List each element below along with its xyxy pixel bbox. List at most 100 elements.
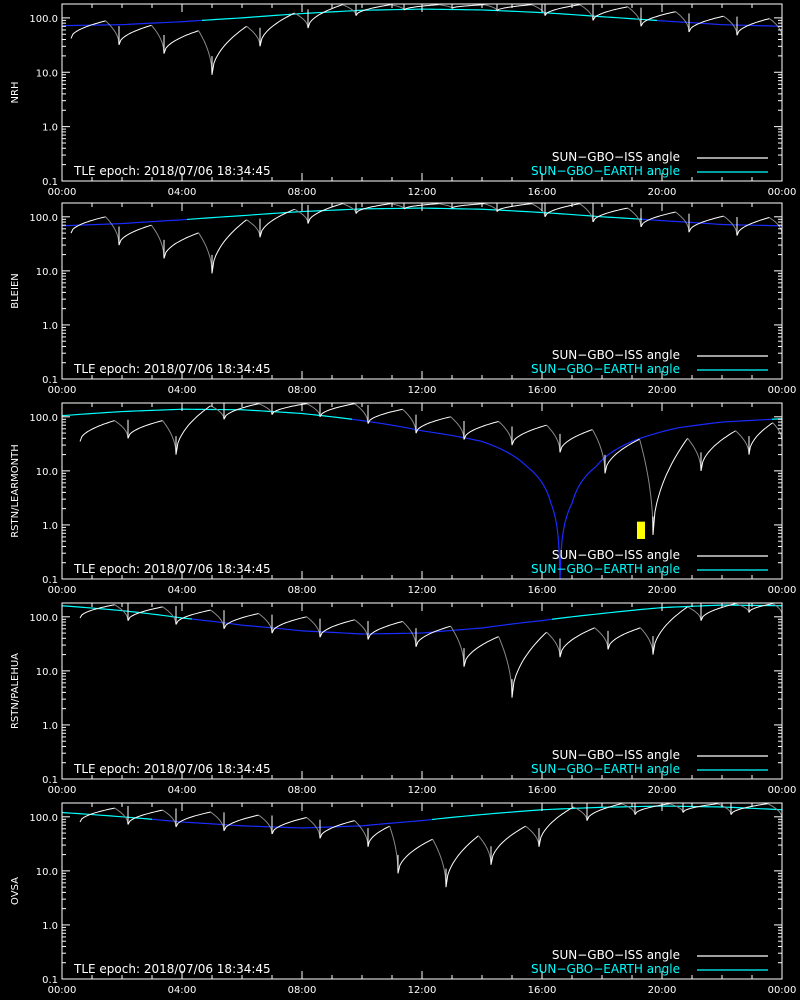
earth-angle-segment (206, 620, 213, 622)
iss-angle-rise (463, 421, 499, 440)
earth-angle-segment (371, 421, 378, 424)
earth-angle-segment (156, 614, 163, 616)
legend-label: SUN−GBO−ISS angle (552, 548, 680, 562)
earth-angle-segment (571, 615, 578, 618)
iss-angle-rise (259, 208, 295, 238)
earth-angle-segment (581, 478, 585, 482)
earth-angle-segment (421, 819, 428, 822)
iss-angle-rise (271, 403, 307, 415)
earth-angle-segment (500, 448, 505, 452)
iss-angle-fall (498, 421, 513, 446)
iss-angle-series (79, 803, 782, 888)
iss-angle-fall (621, 803, 636, 815)
earth-angle-segment (528, 467, 532, 471)
earth-angle-segment (695, 424, 700, 426)
iss-angle-series (70, 203, 782, 274)
earth-angle-segment (576, 615, 583, 617)
iss-angle-rise (652, 606, 688, 655)
earth-angle-segment (481, 440, 486, 444)
iss-angle-fall (114, 807, 129, 825)
iss-angle-fall (151, 224, 165, 259)
yellow-marker (637, 521, 645, 539)
earth-angle-segment (356, 419, 363, 422)
iss-angle-rise (127, 606, 163, 621)
earth-angle-segment (476, 439, 483, 443)
earth-angle-series (62, 604, 782, 635)
iss-angle-series (79, 603, 782, 698)
iss-angle-rise (79, 604, 115, 619)
iss-angle-rise (223, 403, 259, 420)
iss-angle-rise (319, 619, 355, 638)
earth-angle-segment (557, 533, 560, 542)
iss-angle-rise (79, 807, 115, 823)
plot-data (62, 4, 782, 75)
legend-label: SUN−GBO−ISS angle (552, 748, 680, 762)
earth-angle-segment (561, 616, 568, 619)
iss-angle-rise (511, 424, 547, 446)
iss-angle-rise (367, 408, 403, 424)
y-tick-label: 10.0 (36, 867, 58, 878)
iss-angle-fall (675, 11, 690, 33)
iss-angle-rise (592, 207, 628, 223)
earth-angle-segment (216, 621, 223, 624)
earth-angle-segment (441, 817, 448, 820)
earth-angle-segment (296, 629, 303, 632)
earth-angle-segment (643, 435, 648, 438)
iss-angle-rise (127, 809, 163, 825)
epoch-text: TLE epoch: 2018/07/06 18:34:45 (73, 762, 271, 776)
legend-label: SUN−GBO−EARTH angle (531, 762, 680, 776)
earth-angle-segment (684, 425, 689, 428)
x-tick-label: 12:00 (408, 187, 437, 198)
earth-angle-segment (568, 507, 571, 511)
iss-angle-rise (403, 4, 439, 11)
earth-angle-segment (566, 512, 569, 516)
iss-angle-rise (736, 217, 770, 236)
x-tick-label: 04:00 (168, 187, 197, 198)
earth-angle-segment (486, 626, 493, 628)
earth-angle-segment (504, 450, 509, 454)
iss-angle-rise (259, 12, 295, 47)
earth-angle-segment (542, 483, 546, 489)
iss-angle-rise (223, 613, 259, 630)
legend-label: SUN−GBO−EARTH angle (531, 962, 680, 976)
earth-angle-segment (526, 466, 530, 469)
iss-angle-rise (118, 224, 152, 246)
iss-angle-rise (736, 18, 770, 36)
x-tick-label: 12:00 (408, 985, 437, 996)
iss-angle-fall (675, 211, 690, 233)
iss-angle-rise (175, 811, 211, 828)
iss-angle-fall (627, 207, 642, 227)
iss-angle-rise (415, 625, 451, 647)
iss-angle-fall (162, 606, 177, 625)
x-tick-label: 00:00 (48, 385, 77, 396)
iss-angle-rise (163, 232, 199, 259)
iss-angle-rise (700, 603, 736, 621)
iss-angle-rise (586, 803, 622, 821)
earth-angle-segment (456, 435, 463, 438)
x-tick-label: 00:00 (48, 985, 77, 996)
iss-angle-fall (525, 825, 540, 847)
iss-angle-rise (211, 219, 247, 274)
iss-angle-rise (688, 15, 724, 33)
epoch-text: TLE epoch: 2018/07/06 18:34:45 (73, 962, 271, 976)
earth-angle-segment (538, 478, 542, 482)
earth-angle-segment (658, 431, 663, 434)
x-tick-label: 08:00 (288, 585, 317, 596)
earth-angle-segment (441, 433, 448, 436)
earth-angle-segment (391, 424, 398, 427)
earth-angle-segment (611, 611, 618, 614)
earth-angle-segment (625, 442, 630, 445)
iss-angle-fall (151, 24, 165, 54)
iss-angle-fall (579, 4, 594, 21)
iss-angle-fall (498, 636, 513, 698)
iss-angle-rise (70, 216, 106, 234)
x-tick-label: 00:00 (48, 785, 77, 796)
earth-angle-segment (550, 503, 553, 506)
x-tick-label: 20:00 (648, 985, 677, 996)
iss-angle-rise (496, 4, 532, 12)
y-tick-label: 1.0 (42, 721, 58, 732)
x-tick-label: 04:00 (168, 785, 197, 796)
earth-angle-segment (556, 617, 563, 620)
